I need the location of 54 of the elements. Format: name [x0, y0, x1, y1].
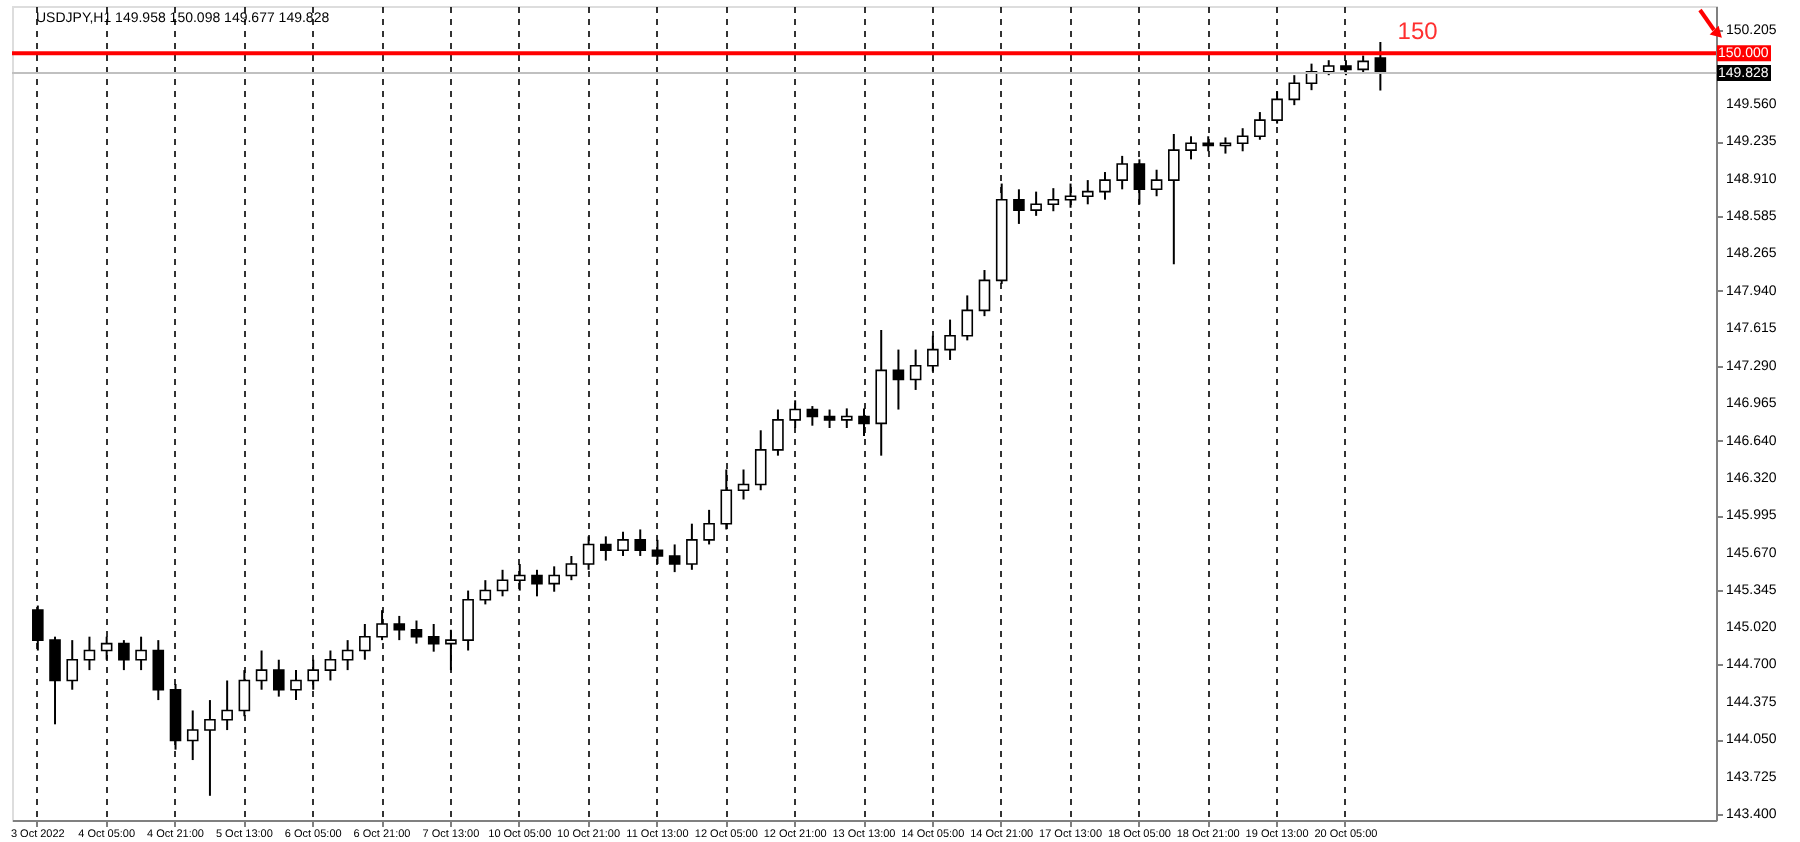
candlestick	[479, 579, 492, 606]
candlestick	[806, 405, 819, 427]
candlestick	[1357, 54, 1369, 76]
candlestick	[1288, 74, 1301, 107]
candlestick	[754, 429, 767, 492]
candlestick	[909, 348, 922, 391]
candlestick	[840, 407, 853, 429]
candlestick	[531, 568, 543, 598]
candlestick	[1099, 171, 1111, 201]
candlestick	[341, 639, 354, 672]
candlestick	[272, 658, 285, 698]
candlestick	[204, 699, 216, 797]
candlestick	[410, 619, 423, 645]
candlestick	[118, 639, 130, 672]
candlestick	[1081, 179, 1094, 206]
candlestick	[255, 649, 268, 691]
candlestick	[668, 543, 681, 574]
candlestick	[600, 535, 612, 562]
candlestick	[978, 269, 991, 318]
candlestick	[617, 530, 629, 557]
candlestick	[1150, 168, 1163, 198]
candlestick	[1168, 132, 1180, 266]
candlestick	[565, 554, 578, 582]
candlestick	[324, 649, 337, 682]
candlestick	[1236, 127, 1249, 153]
candlestick	[703, 508, 715, 546]
candlestick	[186, 709, 199, 762]
candlestick	[772, 408, 784, 457]
candlestick	[83, 635, 96, 672]
candlestick	[66, 639, 79, 691]
candlestick	[1254, 111, 1266, 141]
candlestick	[823, 408, 836, 429]
candlestick	[427, 622, 440, 653]
candlestick	[393, 614, 406, 642]
candlestick	[1030, 190, 1042, 217]
candlestick	[737, 468, 750, 501]
candlestick	[290, 669, 302, 702]
annotation: 150	[1397, 17, 1439, 46]
candlestick	[1185, 135, 1197, 161]
candlestick	[135, 635, 147, 672]
candlestick	[686, 522, 698, 571]
candlestick	[462, 589, 474, 652]
candlestick	[634, 528, 647, 557]
candlestick	[961, 294, 974, 342]
candlestick	[1116, 154, 1128, 191]
candlestick	[359, 622, 371, 661]
candlestick	[152, 639, 165, 702]
candlestick	[221, 679, 233, 732]
candlestick	[49, 635, 61, 726]
candlestick	[548, 565, 560, 593]
candlestick	[1047, 187, 1060, 213]
candlestick	[944, 318, 956, 361]
candlestick	[1013, 188, 1025, 225]
candlestick	[496, 568, 509, 598]
